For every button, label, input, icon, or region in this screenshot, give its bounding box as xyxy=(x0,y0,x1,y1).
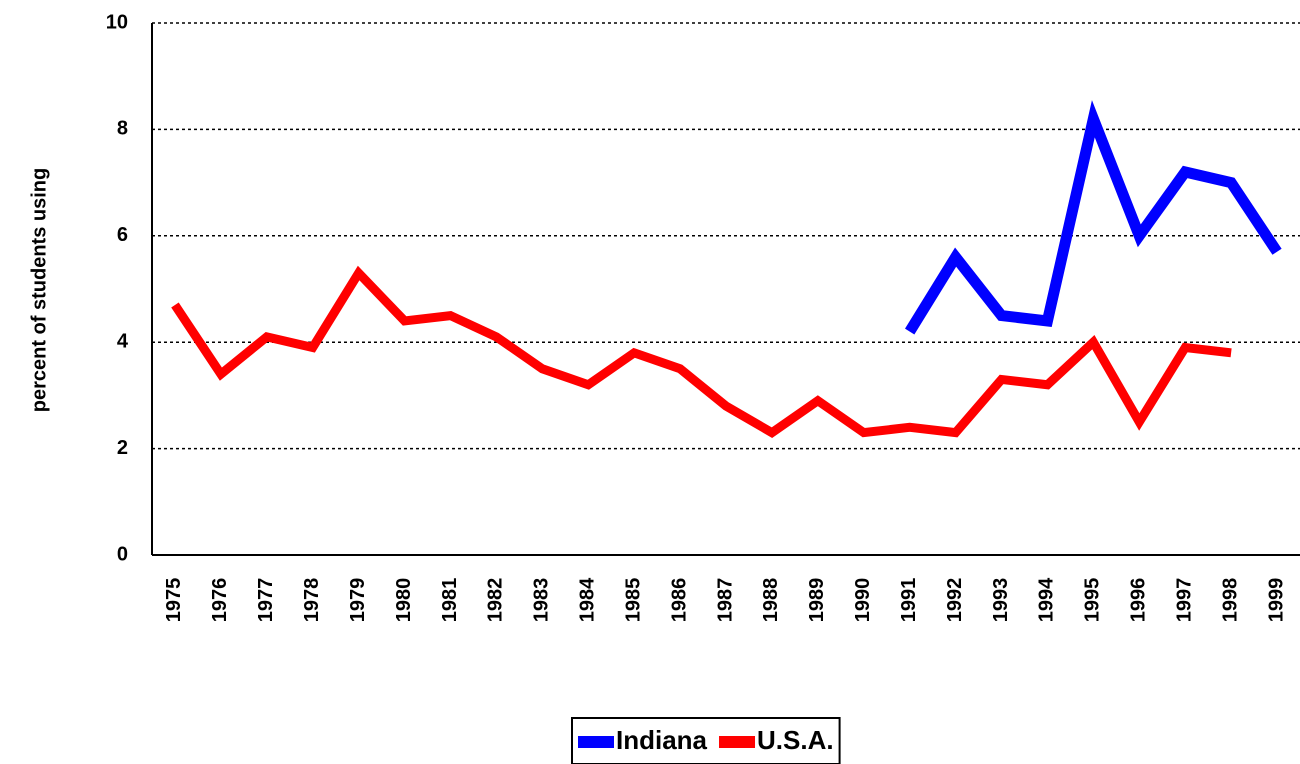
x-tick-label: 1990 xyxy=(852,578,874,623)
legend-label: U.S.A. xyxy=(757,725,834,755)
legend: Indiana U.S.A. xyxy=(571,717,841,764)
legend-swatch xyxy=(719,736,756,748)
y-axis-label: percent of students using xyxy=(28,168,50,412)
x-tick-label: 1983 xyxy=(531,578,553,623)
x-tick-label: 1994 xyxy=(1036,577,1058,622)
y-tick-label: 0 xyxy=(117,543,128,565)
x-tick-label: 1991 xyxy=(898,578,920,623)
x-tick-label: 1996 xyxy=(1128,578,1150,623)
data-line xyxy=(171,265,1232,438)
x-tick-label: 1975 xyxy=(163,578,185,623)
x-tick-label: 1989 xyxy=(806,578,828,623)
x-tick-label: 1992 xyxy=(944,578,966,623)
x-tick-label: 1997 xyxy=(1173,578,1195,623)
x-tick-label: 1980 xyxy=(393,578,415,623)
legend-label: Indiana xyxy=(616,725,708,755)
x-tick-label: 1993 xyxy=(990,578,1012,623)
x-tick-label: 1995 xyxy=(1082,578,1104,623)
x-tick-label: 1988 xyxy=(760,578,782,623)
y-tick-label: 10 xyxy=(106,11,128,33)
x-tick-label: 1984 xyxy=(577,577,599,622)
x-tick-label: 1976 xyxy=(209,578,231,623)
data-line xyxy=(904,100,1282,335)
x-tick-label: 1998 xyxy=(1219,578,1241,623)
x-tick-label: 1977 xyxy=(255,578,277,623)
x-tick-label: 1978 xyxy=(301,578,323,623)
x-tick-label: 1982 xyxy=(485,578,507,623)
y-tick-label: 6 xyxy=(117,224,128,246)
x-tick-label: 1986 xyxy=(668,578,690,623)
y-tick-label: 4 xyxy=(117,330,129,352)
x-tick-label: 1979 xyxy=(347,578,369,623)
x-tick-label: 1999 xyxy=(1265,578,1287,623)
legend-swatch xyxy=(578,736,614,748)
legend-box xyxy=(571,717,841,764)
y-tick-label: 8 xyxy=(117,118,128,140)
y-tick-label: 2 xyxy=(117,437,128,459)
x-tick-label: 1981 xyxy=(439,578,461,623)
x-tick-label: 1985 xyxy=(622,578,644,623)
x-tick-label: 1987 xyxy=(714,578,736,623)
